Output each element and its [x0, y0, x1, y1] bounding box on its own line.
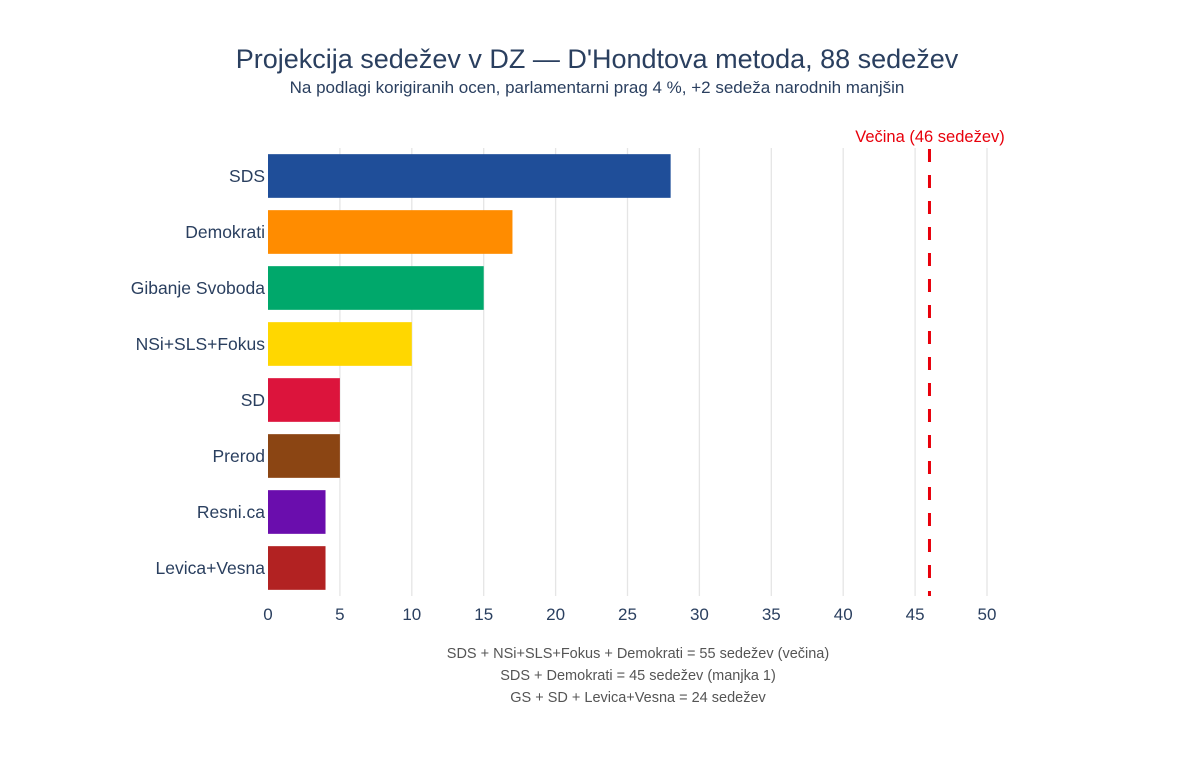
category-label-nsi-sls-fokus: NSi+SLS+Fokus — [136, 334, 266, 354]
chart-title: Projekcija sedežev v DZ — D'Hondtova met… — [235, 44, 959, 74]
bar-nsi-sls-fokus[interactable] — [268, 322, 412, 366]
category-label-sd: SD — [241, 390, 265, 410]
annotation-sds-demokrati: SDS + Demokrati = 45 sedežev (manjka 1) — [500, 668, 776, 684]
bars — [268, 154, 671, 590]
category-labels: SDS Demokrati Gibanje Svoboda NSi+SLS+Fokus… — [131, 166, 266, 578]
category-label-prerod: Prerod — [212, 446, 265, 466]
category-label-levica-vesna: Levica+Vesna — [156, 558, 266, 578]
category-label-demokrati: Demokrati — [185, 222, 265, 242]
bar-demokrati[interactable] — [268, 210, 513, 254]
category-label-gibanje-svoboda: Gibanje Svoboda — [131, 278, 266, 298]
bar-prerod[interactable] — [268, 434, 340, 478]
category-label-resni-ca: Resni.ca — [197, 502, 265, 522]
x-tick-label-15: 15 — [474, 605, 493, 624]
annotation-coalition-majority: SDS + NSi+SLS+Fokus + Demokrati = 55 sed… — [446, 646, 830, 662]
majority-label: Večina (46 sedežev) — [855, 128, 1005, 146]
majority-line-group: Večina (46 sedežev) — [855, 128, 1005, 596]
bar-sds[interactable] — [268, 154, 671, 198]
x-tick-label-35: 35 — [762, 605, 781, 624]
x-tick-label-20: 20 — [546, 605, 565, 624]
x-tick-label-25: 25 — [618, 605, 637, 624]
category-label-sds: SDS — [229, 166, 265, 186]
gridlines — [339, 148, 988, 596]
x-tick-label-30: 30 — [690, 605, 709, 624]
x-tick-label-40: 40 — [834, 605, 853, 624]
x-tick-label-45: 45 — [906, 605, 925, 624]
bar-sd[interactable] — [268, 378, 340, 422]
x-tick-label-5: 5 — [335, 605, 344, 624]
x-tick-label-10: 10 — [402, 605, 421, 624]
bar-resni-ca[interactable] — [268, 490, 326, 534]
annotation-left-bloc: GS + SD + Levica+Vesna = 24 sedežev — [510, 690, 766, 706]
x-tick-labels: 0 5 10 15 20 25 30 35 40 45 50 — [263, 605, 996, 624]
x-tick-label-50: 50 — [978, 605, 997, 624]
chart-subtitle: Na podlagi korigiranih ocen, parlamentar… — [289, 78, 905, 97]
bar-levica-vesna[interactable] — [268, 546, 326, 590]
x-tick-label-0: 0 — [263, 605, 272, 624]
bar-gibanje-svoboda[interactable] — [268, 266, 484, 310]
